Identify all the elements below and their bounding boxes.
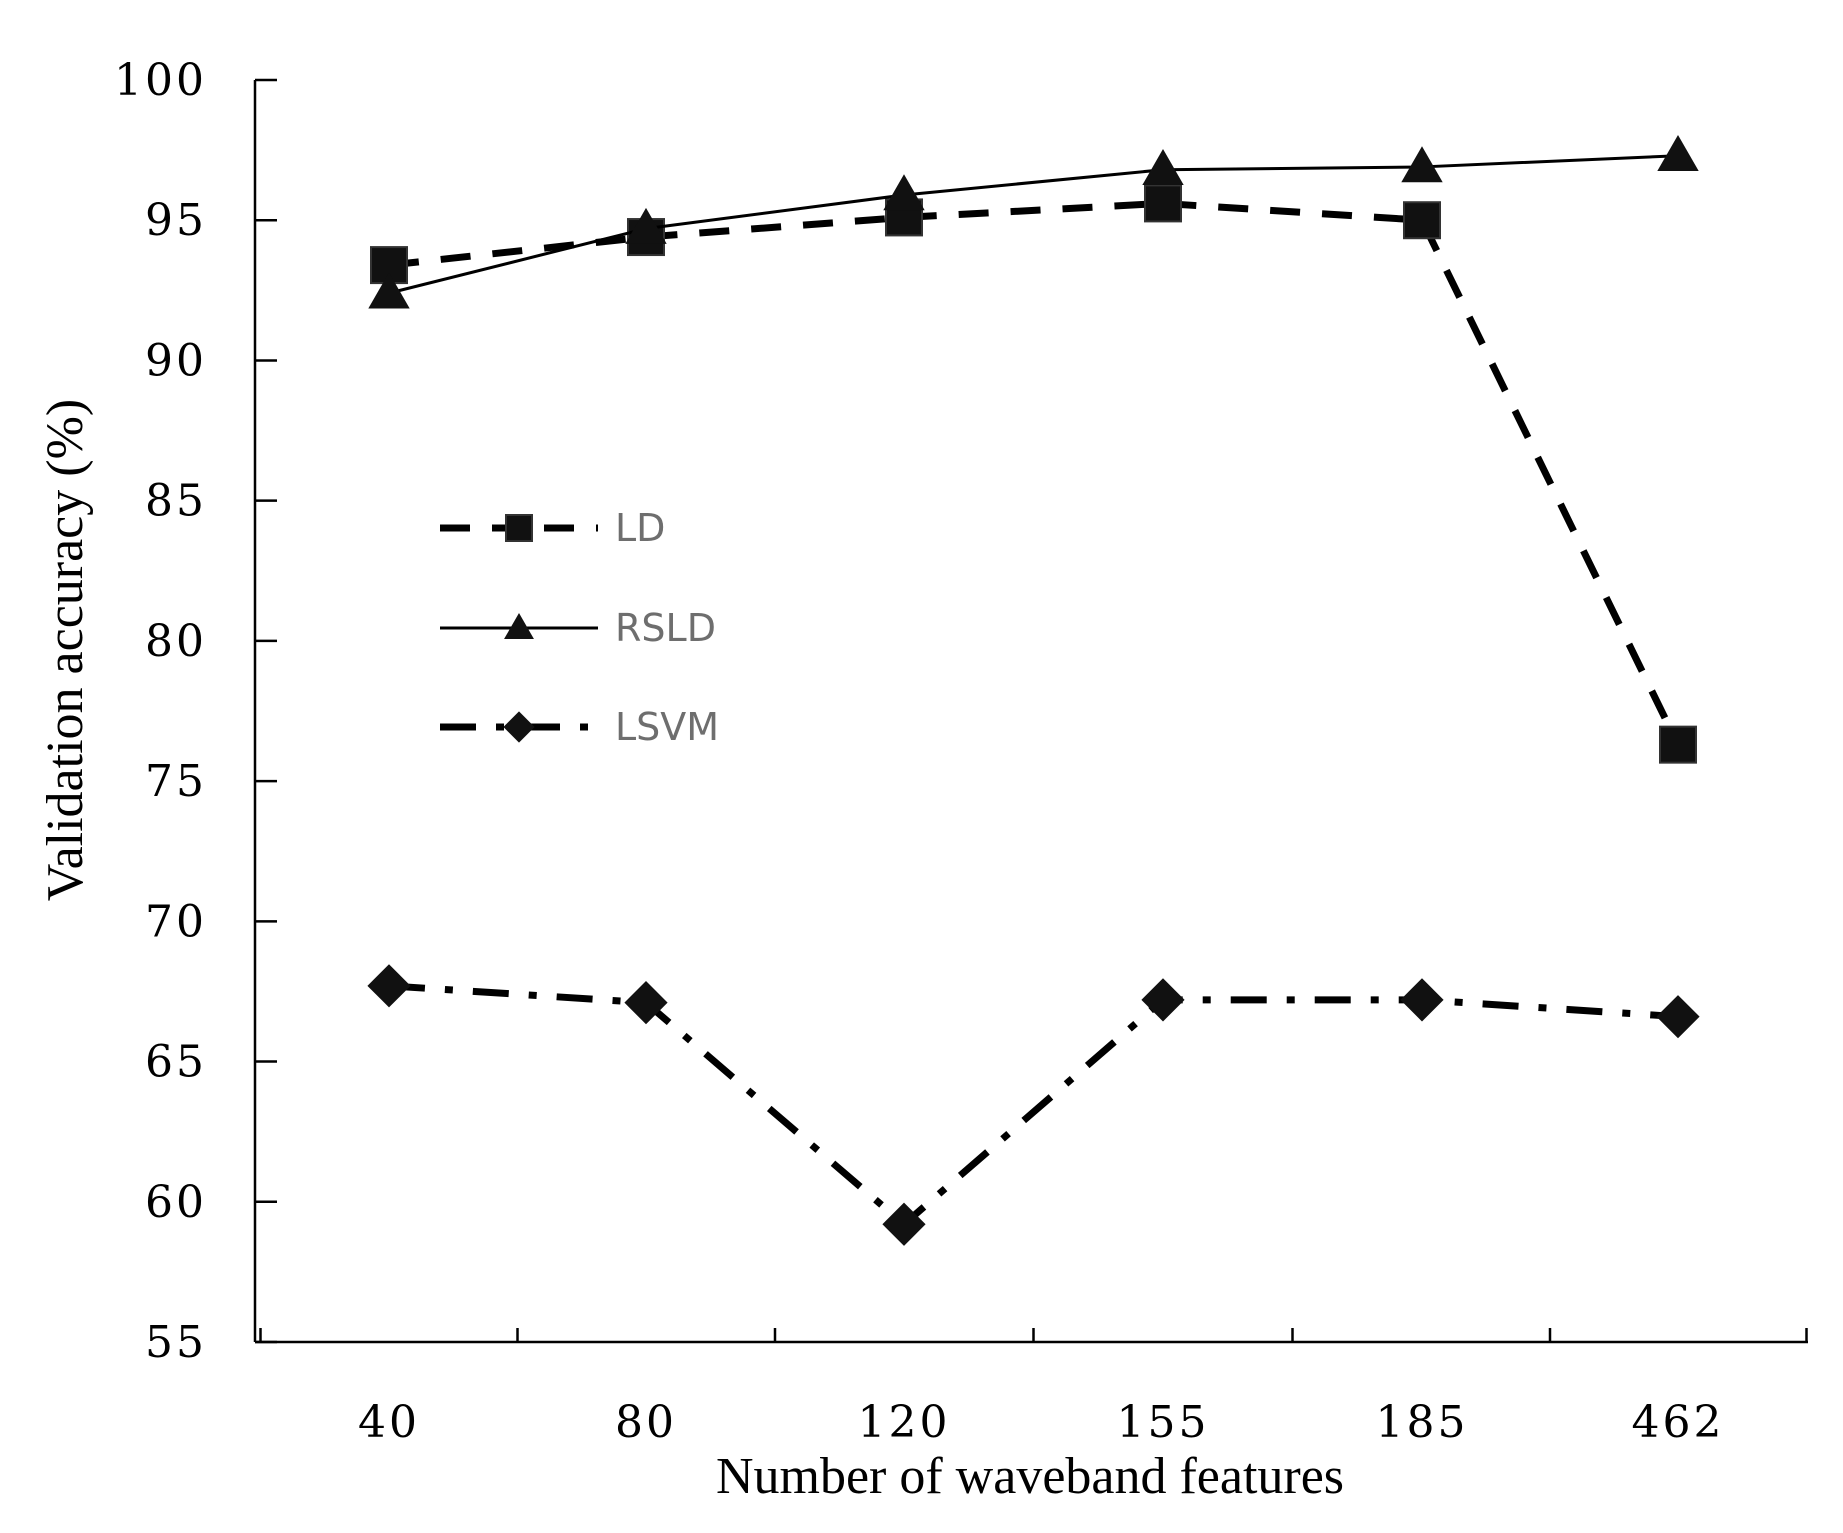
y-tick-label: 85 (145, 476, 207, 527)
y-tick-label: 90 (145, 335, 207, 386)
y-tick-label: 75 (145, 756, 207, 807)
y-axis-title: Validation accuracy (%) (37, 399, 94, 901)
legend-marker-lsvm (503, 711, 535, 743)
x-tick-label: 155 (1117, 1397, 1210, 1448)
data-point-lsvm (624, 981, 668, 1025)
data-point-rsld (883, 174, 925, 211)
data-point-ld (1403, 201, 1441, 240)
x-tick-label: 462 (1632, 1397, 1725, 1448)
data-point-rsld (1401, 146, 1443, 183)
data-point-ld (1659, 725, 1697, 764)
legend-marker-ld (505, 514, 533, 542)
data-point-lsvm (1141, 978, 1185, 1022)
series-lsvm (367, 964, 1700, 1246)
y-tick-label: 95 (145, 195, 207, 246)
data-point-rsld (368, 272, 410, 309)
series-layer (367, 135, 1700, 1246)
data-point-lsvm (1656, 995, 1700, 1039)
series-line-rsld (388, 154, 1679, 295)
x-tick-label: 80 (615, 1397, 677, 1448)
legend-label-rsld: RSLD (615, 606, 716, 650)
x-tick-label: 185 (1376, 1397, 1469, 1448)
legend-label-ld: LD (615, 506, 665, 550)
legend-marker-rsld (504, 613, 534, 640)
y-tick-label: 60 (145, 1177, 207, 1228)
data-point-rsld (625, 207, 667, 244)
series-line-ld (388, 199, 1682, 747)
x-tick-label: 120 (858, 1397, 951, 1448)
data-point-lsvm (882, 1202, 926, 1246)
y-tick-label: 100 (114, 55, 207, 106)
series-rsld (368, 135, 1699, 309)
y-tick-label: 80 (145, 616, 207, 667)
y-tick-label: 55 (145, 1317, 207, 1368)
data-point-rsld (1657, 135, 1699, 172)
y-tick-label: 65 (145, 1037, 207, 1088)
legend-label-lsvm: LSVM (615, 705, 719, 749)
series-ld (370, 184, 1697, 764)
data-point-rsld (1142, 149, 1184, 186)
data-point-lsvm (367, 964, 411, 1008)
axes: 55 60 65 70 75 80 85 90 95 100 40 80 120 155 185 462 (114, 55, 1808, 1448)
series-line-lsvm (388, 982, 1679, 1228)
x-tick-label: 40 (358, 1397, 420, 1448)
y-tick-label: 70 (145, 896, 207, 947)
x-axis-title: Number of waveband features (716, 1448, 1344, 1505)
legend: LD RSLD LSVM (440, 506, 719, 749)
data-point-ld (1144, 184, 1182, 223)
data-point-lsvm (1400, 978, 1444, 1022)
